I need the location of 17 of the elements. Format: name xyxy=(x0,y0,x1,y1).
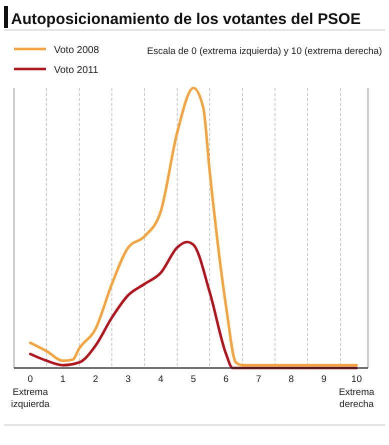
text: Extrema izquierda xyxy=(11,387,50,410)
chart-subtitle: Escala de 0 (extrema izquierda) y 10 (extrema derecha) xyxy=(147,46,382,57)
chart-title: Autoposicionamiento de los votantes del PSOE xyxy=(11,11,361,28)
text: Extrema derecha xyxy=(338,387,375,410)
legend-label: Voto 2008 xyxy=(54,45,100,56)
x-tick-label: 4 xyxy=(158,374,164,385)
x-tick-label: 1 xyxy=(60,374,66,385)
x-tick-label: 3 xyxy=(126,374,131,385)
x-tick-label: 6 xyxy=(223,374,229,385)
x-tick-label: 9 xyxy=(321,374,327,385)
x-tick-label: 10 xyxy=(351,374,362,385)
x-tick-label: 2 xyxy=(92,374,98,385)
x-tick-label: 5 xyxy=(190,374,196,385)
x-tick-label: 8 xyxy=(288,374,294,385)
legend-label: Voto 2011 xyxy=(54,65,99,76)
x-tick-label: 0 xyxy=(28,374,33,385)
x-tick-label: 7 xyxy=(256,374,262,385)
